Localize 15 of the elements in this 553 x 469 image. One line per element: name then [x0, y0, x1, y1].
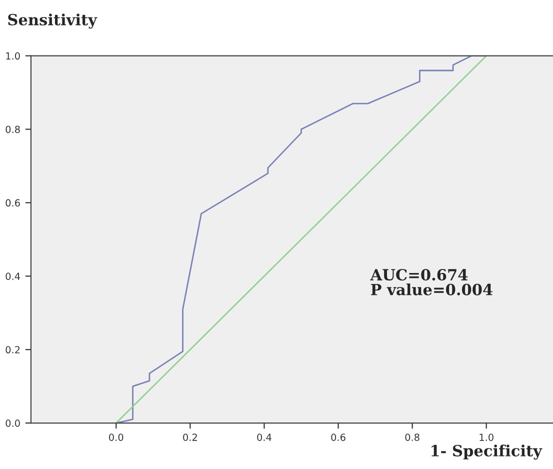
- y-tick-label: 0.6: [6, 199, 20, 207]
- y-axis-title: Sensitivity: [8, 14, 98, 29]
- x-tick-label: 0.2: [183, 434, 197, 441]
- y-tick-label: 0.0: [6, 420, 20, 427]
- x-tick-label: 0.4: [257, 434, 272, 441]
- y-tick-label: 1.0: [6, 52, 20, 60]
- x-tick-label: 1.0: [480, 434, 494, 441]
- y-tick-label: 0.2: [6, 346, 20, 354]
- x-tick-label: 0.6: [331, 434, 346, 441]
- y-tick-label: 0.4: [6, 272, 20, 280]
- x-tick-label: 0.8: [405, 434, 420, 441]
- x-tick-label: 0.0: [109, 434, 124, 441]
- y-tick-label: 0.8: [6, 126, 20, 134]
- annotation: AUC=0.674 P value=0.004: [370, 268, 493, 296]
- x-axis-title: 1- Specificity: [432, 444, 542, 460]
